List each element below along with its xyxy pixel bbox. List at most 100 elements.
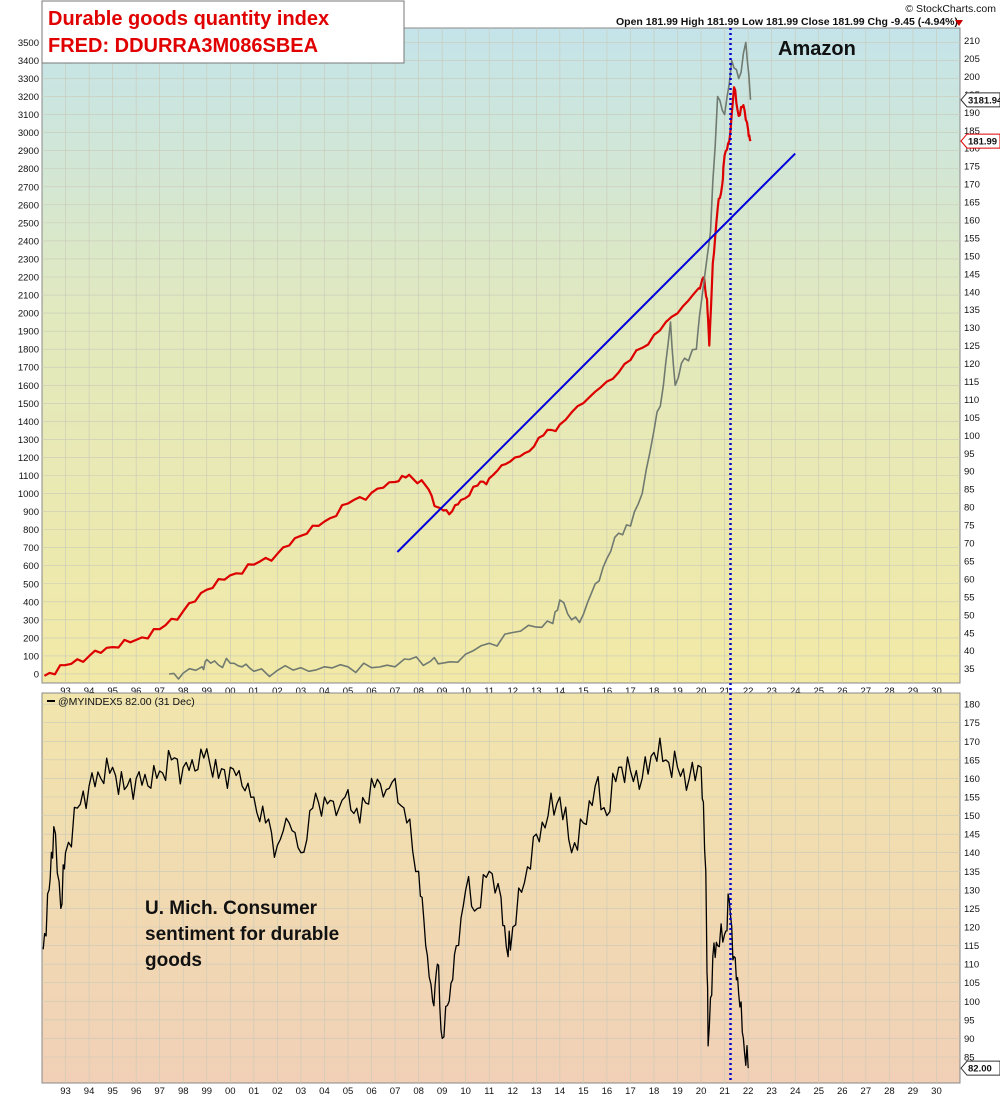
bottom-x-tick-label: 94 — [84, 1086, 95, 1097]
top-left-tick-label: 1400 — [18, 417, 39, 428]
top-left-tick-label: 900 — [23, 507, 39, 518]
sentiment-annotation-line1: U. Mich. Consumer — [145, 898, 318, 919]
top-right-tick-label: 105 — [964, 413, 980, 424]
chg-down-icon — [955, 20, 963, 26]
top-left-tick-label: 3500 — [18, 38, 39, 49]
top-left-tick-label: 2600 — [18, 200, 39, 211]
bottom-x-tick-label: 30 — [931, 1086, 942, 1097]
top-x-tick-label: 06 — [366, 686, 377, 697]
bottom-x-tick-label: 29 — [908, 1086, 919, 1097]
top-x-tick-label: 19 — [672, 686, 683, 697]
amazon-annotation: Amazon — [778, 38, 856, 60]
top-left-tick-label: 1600 — [18, 381, 39, 392]
bottom-x-tick-label: 97 — [154, 1086, 165, 1097]
top-left-tick-label: 2900 — [18, 146, 39, 157]
top-x-tick-label: 01 — [249, 686, 260, 697]
top-right-tick-label: 210 — [964, 36, 980, 47]
bottom-right-tick-label: 170 — [964, 737, 980, 748]
top-right-tick-label: 80 — [964, 503, 975, 514]
bottom-right-tick-label: 85 — [964, 1053, 975, 1064]
sentiment-series-line — [42, 737, 749, 1069]
top-x-tick-label: 96 — [131, 686, 142, 697]
bottom-x-tick-label: 26 — [837, 1086, 848, 1097]
bottom-x-tick-label: 22 — [743, 1086, 754, 1097]
bottom-x-tick-label: 17 — [625, 1086, 636, 1097]
bottom-right-tick-label: 140 — [964, 848, 980, 859]
top-x-tick-label: 93 — [60, 686, 71, 697]
bottom-panel — [41, 692, 961, 1084]
top-x-tick-label: 17 — [625, 686, 636, 697]
top-right-tick-label: 100 — [964, 431, 980, 442]
trend-series-line — [396, 152, 796, 553]
top-left-tick-label: 1200 — [18, 453, 39, 464]
bottom-right-tick-label: 165 — [964, 755, 980, 766]
bottom-right-tick-label: 105 — [964, 978, 980, 989]
top-right-tick-label: 190 — [964, 108, 980, 119]
top-left-tick-label: 1900 — [18, 327, 39, 338]
top-x-tick-label: 07 — [390, 686, 401, 697]
top-left-tick-label: 3000 — [18, 128, 39, 139]
top-right-tick-label: 125 — [964, 341, 980, 352]
top-x-tick-label: 15 — [578, 686, 589, 697]
top-right-tick-label: 175 — [964, 162, 980, 173]
bottom-right-tick-label: 150 — [964, 811, 980, 822]
top-right-tick-label: 120 — [964, 359, 980, 370]
top-right-tick-label: 90 — [964, 467, 975, 478]
top-left-tick-label: 2400 — [18, 236, 39, 247]
top-x-tick-label: 21 — [719, 686, 730, 697]
top-x-tick-label: 12 — [507, 686, 518, 697]
bottom-right-tick-label: 155 — [964, 793, 980, 804]
top-left-tick-label: 700 — [23, 543, 39, 554]
top-right-tick-label: 155 — [964, 233, 980, 244]
top-x-tick-label: 10 — [460, 686, 471, 697]
chart-title-line2: FRED: DDURRA3M086SBEA — [48, 35, 318, 57]
bottom-x-tick-label: 11 — [484, 1086, 494, 1097]
top-x-tick-label: 99 — [201, 686, 212, 697]
top-right-tick-label: 160 — [964, 216, 980, 227]
top-x-tick-label: 08 — [413, 686, 424, 697]
bottom-x-tick-label: 19 — [672, 1086, 683, 1097]
bottom-right-tick-label: 175 — [964, 718, 980, 729]
top-right-tick-label: 60 — [964, 574, 975, 585]
top-x-tick-label: 97 — [154, 686, 165, 697]
chart-title-line1: Durable goods quantity index — [48, 8, 329, 30]
bottom-x-tick-label: 03 — [296, 1086, 307, 1097]
top-x-tick-label: 03 — [296, 686, 307, 697]
top-panel — [41, 27, 961, 684]
top-left-tick-label: 200 — [23, 633, 39, 644]
top-left-tick-label: 2500 — [18, 218, 39, 229]
top-right-tick-label: 180 — [964, 144, 980, 155]
top-x-tick-label: 02 — [272, 686, 283, 697]
top-left-tick-label: 2300 — [18, 254, 39, 265]
bottom-right-tick-label: 130 — [964, 885, 980, 896]
bottom-x-tick-label: 13 — [531, 1086, 542, 1097]
sentiment-annotation-line3: goods — [145, 950, 202, 971]
top-left-tick-label: 400 — [23, 597, 39, 608]
top-x-tick-label: 94 — [84, 686, 95, 697]
top-right-tick-label: 65 — [964, 556, 975, 567]
bottom-x-tick-label: 16 — [602, 1086, 613, 1097]
bottom-x-tick-label: 28 — [884, 1086, 895, 1097]
bottom-right-tick-label: 115 — [964, 941, 979, 952]
top-right-tick-label: 205 — [964, 54, 980, 65]
top-right-tick-label: 115 — [964, 377, 979, 388]
top-left-tick-label: 1500 — [18, 399, 39, 410]
bottom-x-tick-label: 20 — [696, 1086, 707, 1097]
bottom-right-tick-label: 145 — [964, 830, 980, 841]
top-x-tick-label: 98 — [178, 686, 189, 697]
top-right-tick-label: 85 — [964, 485, 975, 496]
top-x-tick-label: 04 — [319, 686, 330, 697]
top-x-tick-label: 25 — [813, 686, 824, 697]
durable-close-badge-label: 181.99 — [968, 137, 997, 148]
top-x-tick-label: 29 — [908, 686, 919, 697]
top-x-tick-label: 09 — [437, 686, 448, 697]
top-left-tick-label: 100 — [23, 651, 39, 662]
bottom-right-tick-label: 160 — [964, 774, 980, 785]
amazon-close-badge: 3181.94 — [960, 92, 1000, 108]
amazon-close-badge-label: 3181.94 — [968, 95, 1000, 106]
top-x-tick-label: 18 — [649, 686, 660, 697]
bottom-right-tick-label: 95 — [964, 1015, 975, 1026]
top-left-tick-label: 1100 — [19, 471, 39, 482]
top-x-tick-label: 14 — [555, 686, 566, 697]
